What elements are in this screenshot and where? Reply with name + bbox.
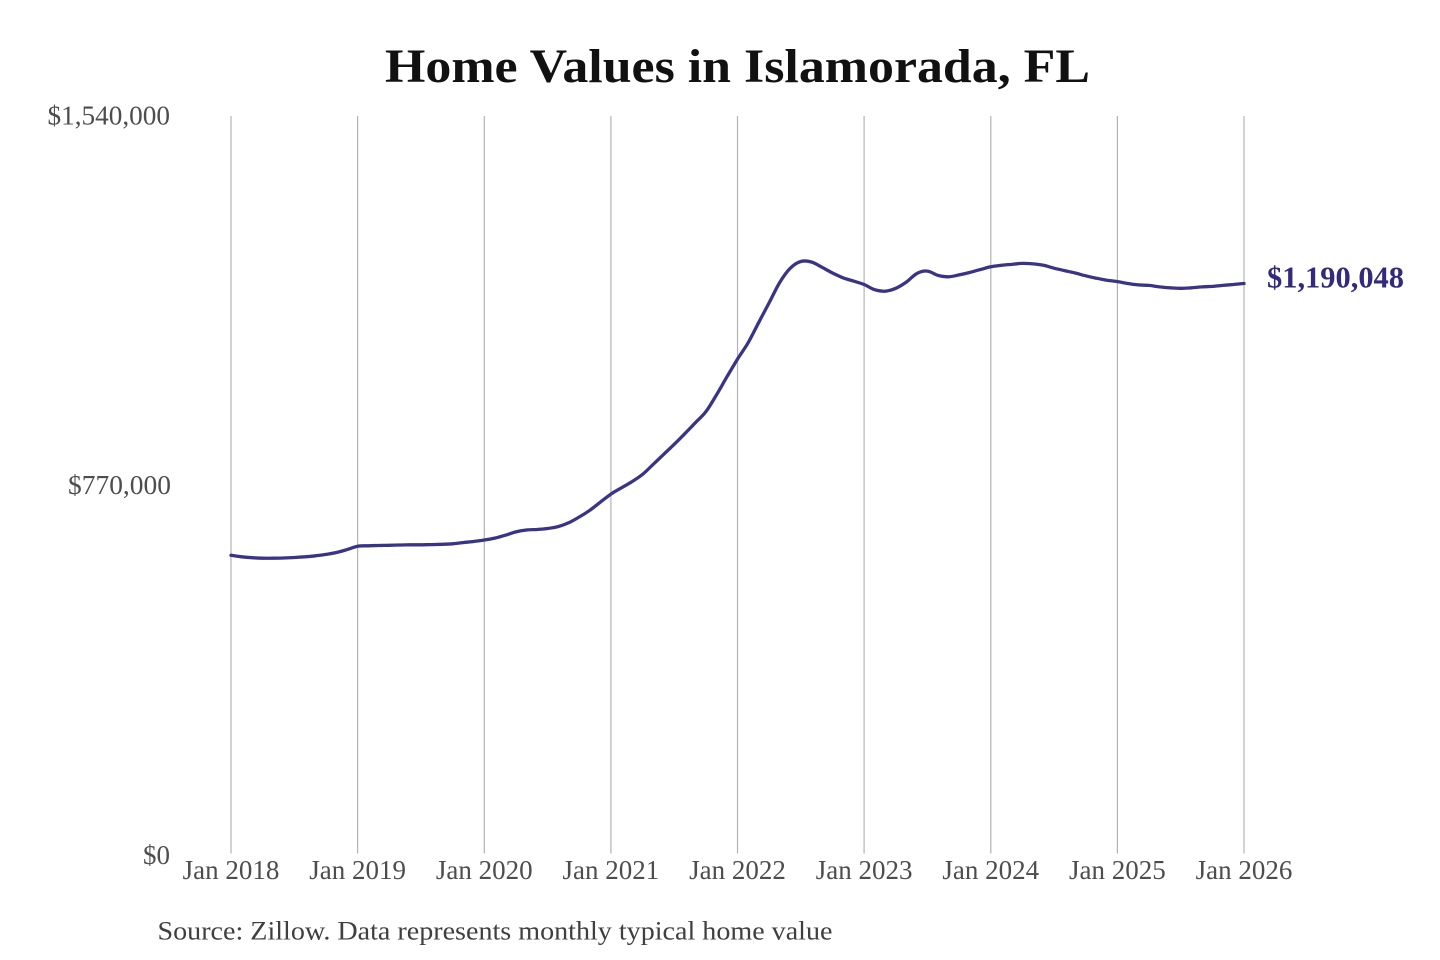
svg-text:Home Values in Islamorada, FL: Home Values in Islamorada, FL xyxy=(385,40,1090,93)
svg-text:Jan 2025: Jan 2025 xyxy=(1069,855,1166,885)
svg-text:$1,540,000: $1,540,000 xyxy=(48,101,171,131)
svg-text:Jan 2024: Jan 2024 xyxy=(942,855,1039,885)
svg-text:Jan 2018: Jan 2018 xyxy=(183,855,280,885)
svg-text:Jan 2026: Jan 2026 xyxy=(1196,855,1293,885)
svg-text:Jan 2019: Jan 2019 xyxy=(309,855,406,885)
svg-text:Jan 2020: Jan 2020 xyxy=(436,855,533,885)
svg-text:$770,000: $770,000 xyxy=(68,470,171,500)
svg-text:Source: Zillow. Data represent: Source: Zillow. Data represents monthly … xyxy=(158,916,833,946)
svg-text:Jan 2021: Jan 2021 xyxy=(563,855,660,885)
svg-text:Jan 2022: Jan 2022 xyxy=(689,855,786,885)
svg-text:$1,190,048: $1,190,048 xyxy=(1267,260,1404,295)
svg-text:Jan 2023: Jan 2023 xyxy=(816,855,913,885)
svg-text:$0: $0 xyxy=(143,840,170,870)
